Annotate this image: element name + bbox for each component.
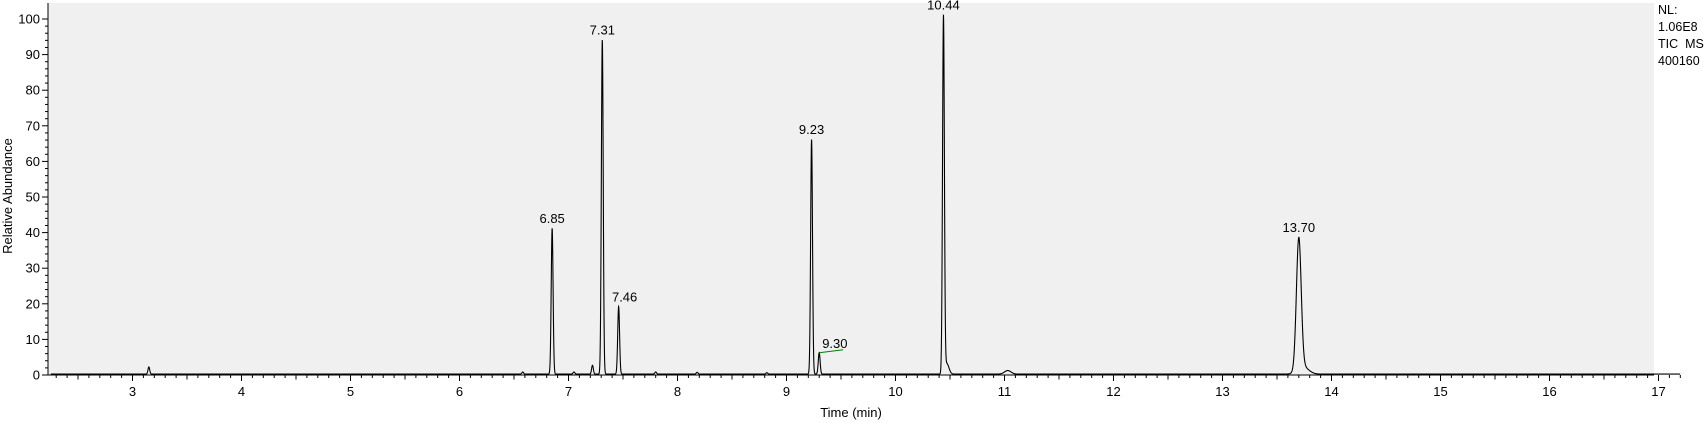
- x-tick-label: 5: [347, 384, 354, 399]
- x-tick-label: 9: [783, 384, 790, 399]
- x-tick-label: 4: [238, 384, 245, 399]
- x-tick-label: 15: [1433, 384, 1447, 399]
- y-tick-label: 10: [26, 332, 40, 347]
- peak-label: 9.23: [799, 122, 824, 137]
- y-tick-label: 40: [26, 225, 40, 240]
- x-tick-label: 3: [129, 384, 136, 399]
- x-tick-label: 13: [1215, 384, 1229, 399]
- y-axis-ticks: 0 10 20 30 40 50 60 70 80 90 100: [18, 12, 48, 383]
- info-line-scan-type: TIC MS: [1658, 37, 1704, 51]
- y-tick-label: 100: [18, 12, 40, 27]
- info-line-nl-value: 1.06E8: [1658, 20, 1698, 34]
- plot-background: [48, 3, 1654, 375]
- peak-label: 10.44: [927, 0, 960, 13]
- y-tick-label: 80: [26, 83, 40, 98]
- x-tick-label: 14: [1324, 384, 1338, 399]
- x-axis-ticks: 3 4 5 6 7 8 9 10 11 12 13 14 15 16 17: [55, 375, 1681, 399]
- x-tick-label: 17: [1651, 384, 1665, 399]
- info-box: NL: 1.06E8 TIC MS 400160: [1658, 3, 1704, 68]
- x-tick-label: 8: [674, 384, 681, 399]
- x-tick-label: 6: [456, 384, 463, 399]
- x-tick-label: 11: [998, 384, 1012, 399]
- peak-label: 6.85: [539, 211, 564, 226]
- peak-annotations: 6.85 7.31 7.46 9.23 9.30 10.44 13.70: [539, 0, 1316, 354]
- y-tick-label: 60: [26, 154, 40, 169]
- x-axis-title: Time (min): [820, 405, 882, 420]
- peak-label: 7.31: [590, 22, 615, 37]
- info-line-nl-label: NL:: [1658, 3, 1677, 17]
- y-tick-label: 90: [26, 47, 40, 62]
- tic-trace-line: [50, 14, 1681, 375]
- peak-annotation-leader: [819, 349, 844, 354]
- peak-label: 9.30: [822, 336, 847, 351]
- x-tick-label: 10: [888, 384, 902, 399]
- x-tick-label: 7: [565, 384, 572, 399]
- y-tick-label: 70: [26, 118, 40, 133]
- y-tick-label: 30: [26, 261, 40, 276]
- peak-label: 7.46: [612, 289, 637, 304]
- peak-label: 13.70: [1283, 220, 1316, 235]
- y-tick-label: 0: [33, 368, 40, 383]
- y-tick-label: 50: [26, 190, 40, 205]
- y-axis-title: Relative Abundance: [0, 138, 15, 254]
- y-tick-label: 20: [26, 296, 40, 311]
- x-tick-label: 16: [1542, 384, 1556, 399]
- x-tick-label: 12: [1106, 384, 1120, 399]
- info-line-file-id: 400160: [1658, 54, 1700, 68]
